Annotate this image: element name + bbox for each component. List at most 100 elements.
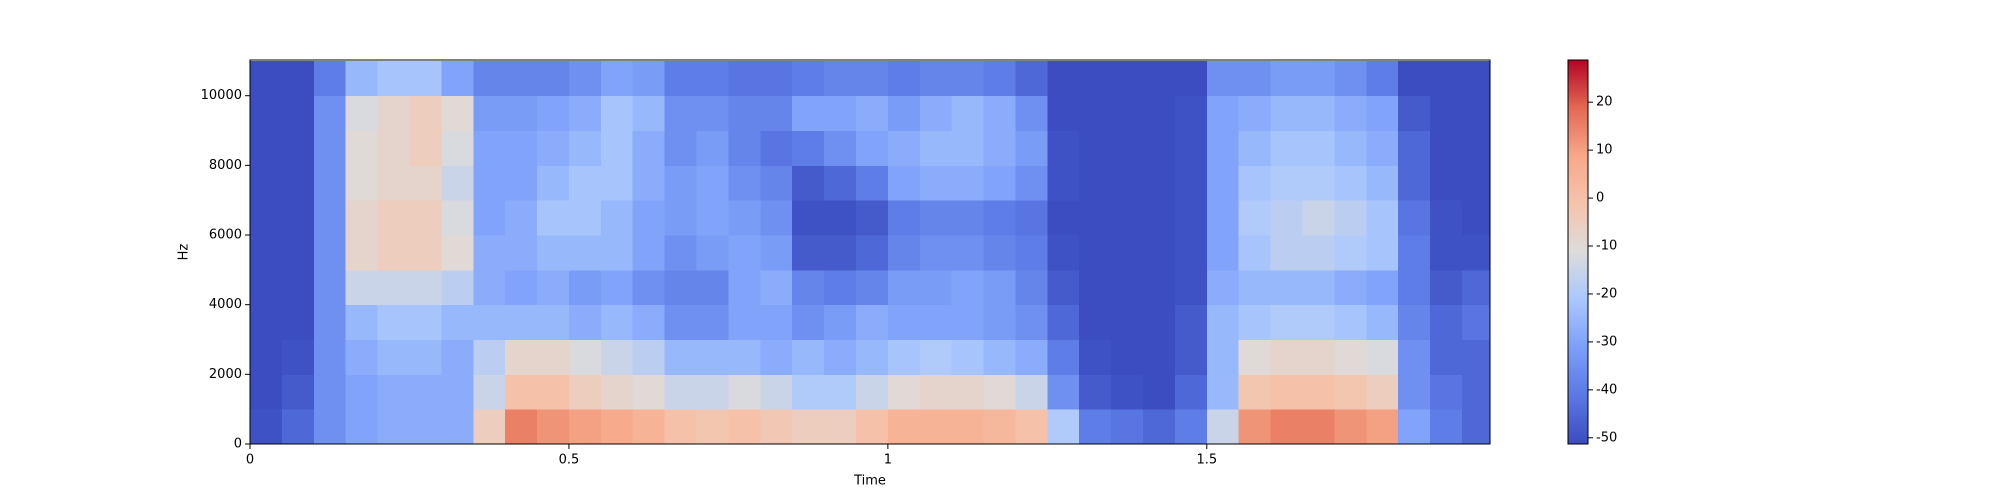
colorbar-tick-label: 0 <box>1596 191 1604 206</box>
cell <box>568 409 602 444</box>
cell <box>1206 235 1240 271</box>
cell <box>1398 235 1431 271</box>
cell <box>824 339 857 375</box>
cell <box>537 95 570 132</box>
cell <box>1238 165 1272 201</box>
cell <box>824 200 857 236</box>
cell <box>664 374 698 410</box>
cell <box>1206 409 1240 444</box>
cell <box>760 409 793 444</box>
colorbar-tick-label: -40 <box>1596 382 1617 397</box>
cell <box>1047 95 1080 132</box>
cell <box>409 95 442 132</box>
cell <box>632 130 666 166</box>
cell <box>1015 95 1048 132</box>
cell <box>664 339 698 375</box>
cell <box>728 60 761 97</box>
cell <box>568 60 602 97</box>
cell <box>1334 200 1367 236</box>
cell <box>377 339 410 375</box>
cell <box>1398 409 1431 444</box>
cell <box>1238 60 1272 97</box>
cell <box>1238 304 1272 341</box>
cell <box>1174 235 1208 271</box>
cell <box>1143 95 1176 132</box>
cell <box>664 304 698 341</box>
cell <box>664 200 698 236</box>
cell <box>1015 165 1048 201</box>
cell <box>887 130 921 166</box>
x-tick-label: 1.5 <box>1196 453 1217 468</box>
cell <box>1334 235 1367 271</box>
cell <box>728 95 761 132</box>
cell <box>409 130 442 166</box>
cell <box>281 95 315 132</box>
cell <box>728 130 761 166</box>
cell <box>537 165 570 201</box>
cell <box>1047 130 1080 166</box>
cell <box>281 235 315 271</box>
cell <box>951 60 985 97</box>
cell <box>1430 269 1463 306</box>
cell <box>951 304 985 341</box>
cell <box>824 409 857 444</box>
cell <box>1270 339 1303 375</box>
cell <box>250 130 283 166</box>
cell <box>409 165 442 201</box>
colorbar-tick-label: -30 <box>1596 334 1617 349</box>
cell <box>1430 374 1463 410</box>
cell <box>1143 374 1176 410</box>
cell <box>345 235 379 271</box>
cell <box>1430 165 1463 201</box>
cell <box>983 269 1016 306</box>
cell <box>1302 304 1335 341</box>
colorbar-tick-label: -20 <box>1596 286 1617 301</box>
cell <box>1174 409 1208 444</box>
cell <box>951 374 985 410</box>
cell <box>1398 200 1431 236</box>
cell <box>1461 269 1490 306</box>
cell <box>345 409 379 444</box>
cell <box>1111 95 1144 132</box>
cell <box>1270 409 1303 444</box>
cell <box>1334 130 1367 166</box>
cell <box>1366 130 1399 166</box>
cell <box>983 130 1016 166</box>
cell <box>696 269 729 306</box>
cell <box>1334 374 1367 410</box>
cell <box>441 95 474 132</box>
cell <box>345 374 379 410</box>
cell <box>1015 304 1048 341</box>
y-axis-label: Hz <box>177 244 192 261</box>
cell <box>664 60 698 97</box>
cell <box>505 60 538 97</box>
cell <box>600 339 634 375</box>
cell <box>1111 374 1144 410</box>
cell <box>1461 95 1490 132</box>
cell <box>250 235 283 271</box>
cell <box>409 409 442 444</box>
cell <box>1174 339 1208 375</box>
cell <box>1143 339 1176 375</box>
cell <box>505 165 538 201</box>
cell <box>887 200 921 236</box>
cell <box>824 60 857 97</box>
cell <box>1238 374 1272 410</box>
cell <box>1461 60 1490 97</box>
cell <box>505 95 538 132</box>
cell <box>1366 95 1399 132</box>
cell <box>345 269 379 306</box>
cell <box>919 200 953 236</box>
cell <box>281 200 315 236</box>
cell <box>377 409 410 444</box>
cell <box>1270 130 1303 166</box>
cell <box>1302 235 1335 271</box>
cell <box>1334 60 1367 97</box>
cell <box>537 60 570 97</box>
colorbar-tick-label: 10 <box>1596 143 1613 158</box>
cell <box>1047 339 1080 375</box>
cell <box>1143 409 1176 444</box>
cell <box>1111 200 1144 236</box>
cell <box>537 304 570 341</box>
cell <box>919 165 953 201</box>
